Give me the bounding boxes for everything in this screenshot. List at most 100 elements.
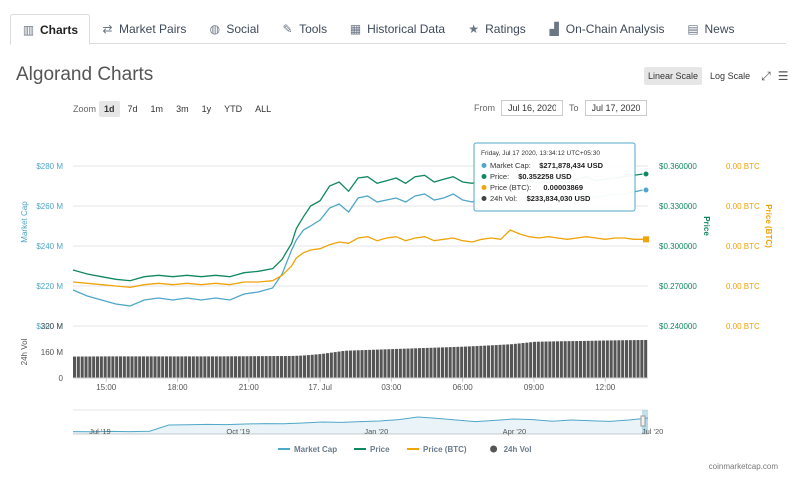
series-line-price: [72, 147, 644, 282]
volume-bar: [360, 350, 364, 378]
navigator-handle: [640, 415, 646, 427]
volume-bar: [437, 347, 441, 378]
volume-bar: [103, 356, 107, 378]
tab-ratings[interactable]: ★ Ratings: [456, 14, 537, 44]
legend-item-label: Price (BTC): [423, 445, 467, 454]
price-btc-axis-title: Price (BTC): [764, 204, 773, 248]
price-tick-label: $0.240000: [659, 322, 697, 331]
volume-bar: [161, 356, 165, 378]
zoom-ytd-button[interactable]: YTD: [224, 104, 243, 114]
tooltip-dot: [481, 185, 487, 190]
volume-tick-label: 160 M: [41, 348, 64, 357]
navigator-selection: [642, 410, 648, 434]
tab-charts[interactable]: ▥ Charts: [10, 14, 91, 45]
tab-social[interactable]: ◍ Social: [197, 14, 270, 44]
x-tick-label: 06:00: [453, 383, 474, 392]
x-tick-label: 17. Jul: [308, 383, 332, 392]
volume-bar: [494, 345, 498, 378]
linear-scale-button[interactable]: Linear Scale: [644, 67, 703, 85]
tab-tools[interactable]: ✎ Tools: [270, 14, 338, 44]
volume-bar: [188, 356, 192, 378]
volume-bar: [479, 345, 483, 378]
menu-icon[interactable]: ☰: [777, 69, 789, 83]
wrench-icon: ✎: [282, 22, 293, 36]
zoom-1m-button[interactable]: 1m: [150, 104, 164, 114]
chart-icon: ▥: [22, 22, 35, 37]
volume-bar: [613, 340, 617, 378]
zoom-3m-button[interactable]: 3m: [176, 104, 189, 114]
volume-bar: [602, 340, 606, 378]
tab-label: Ratings: [485, 22, 526, 36]
volume-bar: [582, 340, 586, 378]
legend-marker: [490, 445, 498, 453]
volume-bar: [314, 354, 318, 378]
volume-bar: [506, 344, 510, 378]
tab-label: Historical Data: [367, 22, 446, 36]
log-scale-button[interactable]: Log Scale: [710, 71, 751, 81]
volume-bar: [195, 356, 199, 378]
volume-bar: [379, 349, 383, 378]
volume-bar: [391, 349, 395, 378]
volume-bar: [502, 344, 506, 378]
volume-bar: [145, 356, 149, 378]
tooltip-dot: [481, 163, 487, 168]
volume-bar: [444, 347, 448, 378]
volume-bar: [84, 356, 88, 378]
volume-bar: [303, 355, 307, 378]
star-icon: ★: [468, 22, 479, 36]
price-btc-tick-label: 0.00 BTC: [726, 282, 760, 291]
zoom-7d-button[interactable]: 7d: [127, 104, 138, 114]
price-tick-label: $0.270000: [659, 282, 697, 291]
volume-bar: [115, 356, 119, 378]
zoom-1d-button[interactable]: 1d: [99, 101, 120, 117]
zoom-all-button[interactable]: ALL: [255, 104, 272, 114]
fullscreen-icon[interactable]: ⤢: [761, 68, 771, 83]
volume-bar: [571, 341, 575, 378]
volume-bar: [594, 340, 598, 378]
volume-bar: [80, 356, 84, 378]
tab-on-chain-analysis[interactable]: ▟ On-Chain Analysis: [537, 14, 676, 44]
volume-bar: [299, 355, 303, 378]
bar-chart-icon: ▟: [549, 22, 559, 36]
from-date-input[interactable]: [501, 100, 563, 116]
tab-historical-data[interactable]: ▦ Historical Data: [338, 14, 456, 44]
legend-item-label: Price: [370, 445, 390, 454]
volume-bar: [483, 345, 487, 378]
price-axis-title: Price: [702, 216, 711, 236]
volume-bar: [490, 345, 494, 378]
volume-bar: [368, 349, 372, 378]
tab-news[interactable]: ▤ News: [676, 14, 746, 44]
volume-bar: [475, 346, 479, 378]
volume-bar: [318, 354, 322, 378]
tab-label: Social: [226, 22, 260, 36]
tooltip-label: Price (BTC):: [490, 183, 531, 192]
legend-item-label: Market Cap: [294, 445, 337, 454]
volume-bar: [536, 341, 540, 378]
volume-bar: [237, 356, 241, 378]
volume-bar: [253, 356, 257, 378]
volume-bar: [326, 353, 330, 378]
volume-bar: [567, 341, 571, 378]
volume-bar: [138, 356, 142, 378]
volume-bar: [149, 356, 153, 378]
zoom-1y-button[interactable]: 1y: [201, 104, 212, 114]
globe-icon: ◍: [209, 22, 221, 36]
to-date-input[interactable]: [584, 100, 647, 116]
market-cap-tick-label: $260 M: [36, 202, 63, 211]
volume-bar: [345, 350, 349, 378]
volume-bar: [617, 340, 621, 378]
volume-bar: [429, 347, 433, 378]
volume-bar: [559, 341, 563, 378]
tab-market-pairs[interactable]: ⇄ Market Pairs: [90, 14, 197, 44]
to-label: To: [569, 103, 579, 113]
volume-bar: [172, 356, 176, 378]
volume-bar: [245, 356, 249, 378]
volume-bar: [471, 346, 475, 378]
volume-bar: [533, 341, 537, 378]
tooltip-value: $271,878,434 USD: [539, 161, 603, 170]
volume-bar: [180, 356, 184, 378]
price-btc-tick-label: 0.00 BTC: [726, 242, 760, 251]
volume-bar: [433, 347, 437, 378]
price-tick-label: $0.360000: [659, 162, 697, 171]
tab-label: Tools: [299, 22, 328, 36]
